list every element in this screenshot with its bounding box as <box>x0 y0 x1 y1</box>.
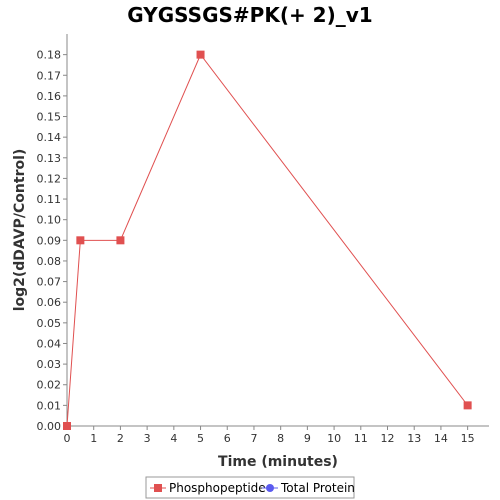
y-tick-label: 0.13 <box>37 152 62 165</box>
legend-label: Phosphopeptide <box>169 481 266 495</box>
y-tick-label: 0.12 <box>37 172 62 185</box>
x-tick-label: 5 <box>197 432 204 445</box>
data-point <box>116 236 125 245</box>
x-axis-label: Time (minutes) <box>218 454 338 470</box>
x-tick-label: 11 <box>354 432 368 445</box>
y-tick-label: 0.04 <box>37 337 62 350</box>
x-tick-label: 0 <box>64 432 71 445</box>
y-tick-label: 0.06 <box>37 296 62 309</box>
y-tick-label: 0.09 <box>37 234 62 247</box>
y-tick-label: 0.01 <box>37 399 62 412</box>
y-tick-label: 0.08 <box>37 255 62 268</box>
x-tick-label: 10 <box>327 432 341 445</box>
x-tick-label: 15 <box>461 432 475 445</box>
data-point <box>63 422 71 430</box>
y-tick-label: 0.11 <box>37 193 62 206</box>
data-point <box>463 401 472 410</box>
data-point <box>196 50 205 59</box>
y-tick-label: 0.18 <box>37 49 62 62</box>
legend-items: Phosphopeptide Total Protein <box>150 481 355 495</box>
y-tick-label: 0.15 <box>37 111 62 124</box>
y-tick-label: 0.03 <box>37 358 62 371</box>
y-tick-label: 0.17 <box>37 69 62 82</box>
x-tick-label: 14 <box>434 432 448 445</box>
y-tick-label: 0.05 <box>37 317 62 330</box>
data-point <box>76 236 85 245</box>
legend-box <box>145 476 355 499</box>
x-tick-label: 7 <box>250 432 257 445</box>
legend-label: Total Protein <box>280 481 355 495</box>
x-tick-label: 6 <box>224 432 231 445</box>
legend-marker <box>266 484 274 492</box>
y-axis-label: log2(dDAVP/Control) <box>12 149 28 312</box>
y-tick-label: 0.14 <box>37 131 62 144</box>
x-tick-label: 2 <box>117 432 124 445</box>
legend: Phosphopeptide Total Protein <box>145 476 355 499</box>
y-tick-label: 0.07 <box>37 276 62 289</box>
y-tick-label: 0.16 <box>37 90 62 103</box>
y-tick-label: 0.00 <box>37 420 62 433</box>
legend-marker <box>154 484 162 492</box>
x-tick-label: 1 <box>90 432 97 445</box>
plot-area <box>67 34 489 426</box>
x-tick-label: 4 <box>170 432 177 445</box>
y-tick-label: 0.10 <box>37 214 62 227</box>
series-layer <box>63 50 472 430</box>
x-tick-label: 9 <box>304 432 311 445</box>
plot-frame <box>66 34 489 427</box>
x-ticks: 0 1 2 3 4 5 6 7 8 9 10 11 12 13 14 15 <box>64 426 475 445</box>
x-tick-label: 3 <box>144 432 151 445</box>
x-tick-label: 12 <box>381 432 395 445</box>
chart-title: GYGSSGS#PK(+ 2)_v1 <box>127 3 372 27</box>
y-ticks: 0.00 0.01 0.02 0.03 0.04 0.05 0.06 0.07 0.08 0.09… <box>37 49 67 433</box>
x-tick-label: 8 <box>277 432 284 445</box>
x-tick-label: 13 <box>407 432 421 445</box>
y-tick-label: 0.02 <box>37 379 62 392</box>
